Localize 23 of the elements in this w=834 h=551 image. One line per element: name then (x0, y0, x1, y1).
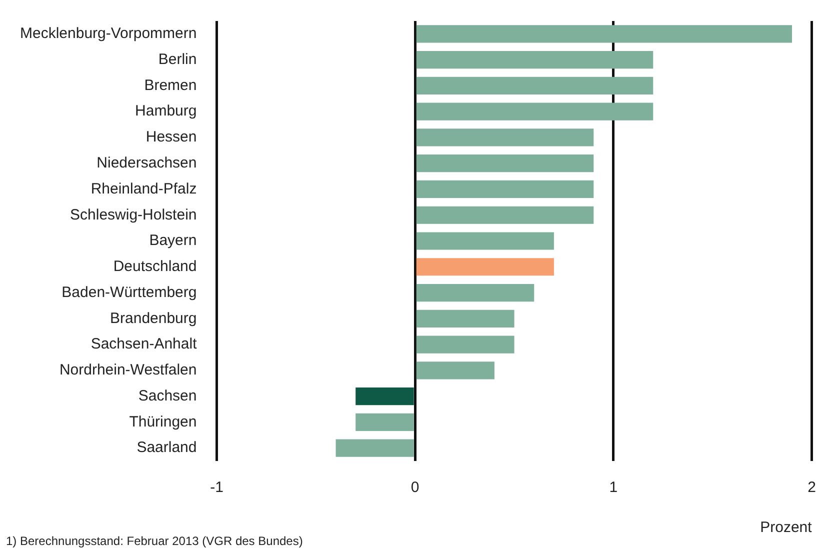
text: 1) Berechnungsstand: Februar 2013 (VGR des Bundes) (6, 534, 303, 548)
x-tick-label: -1 (210, 479, 224, 496)
y-tick-label: Deutschland (113, 258, 197, 276)
y-tick-label: Sachsen (138, 387, 197, 404)
y-tick-label: Brandenburg (110, 310, 197, 327)
y-tick-label: Rheinland-Pfalz (90, 180, 197, 198)
y-tick-label: Schleswig-Holstein (70, 206, 197, 224)
x-tick-label: 1 (609, 479, 618, 496)
y-tick-label: Bayern (149, 232, 197, 250)
y-tick-label: Bremen (144, 76, 197, 94)
y-tick-label: Sachsen-Anhalt (90, 336, 198, 353)
y-tick-label: Saarland (136, 439, 197, 456)
y-tick-label: Niedersachsen (96, 154, 197, 172)
y-tick-label: Baden-Württemberg (62, 284, 197, 301)
y-tick-label: Hamburg (135, 102, 197, 120)
y-tick-label: Hessen (146, 128, 197, 146)
y-tick-label: Berlin (158, 50, 197, 68)
y-tick-label: Nordrhein-Westfalen (59, 362, 197, 379)
y-tick-label: Thüringen (129, 413, 197, 430)
y-tick-label: Mecklenburg-Vorpommern (20, 25, 197, 42)
x-axis-title: Prozent (760, 519, 813, 536)
x-tick-label: 2 (808, 479, 816, 496)
x-tick-label: 0 (410, 479, 420, 496)
